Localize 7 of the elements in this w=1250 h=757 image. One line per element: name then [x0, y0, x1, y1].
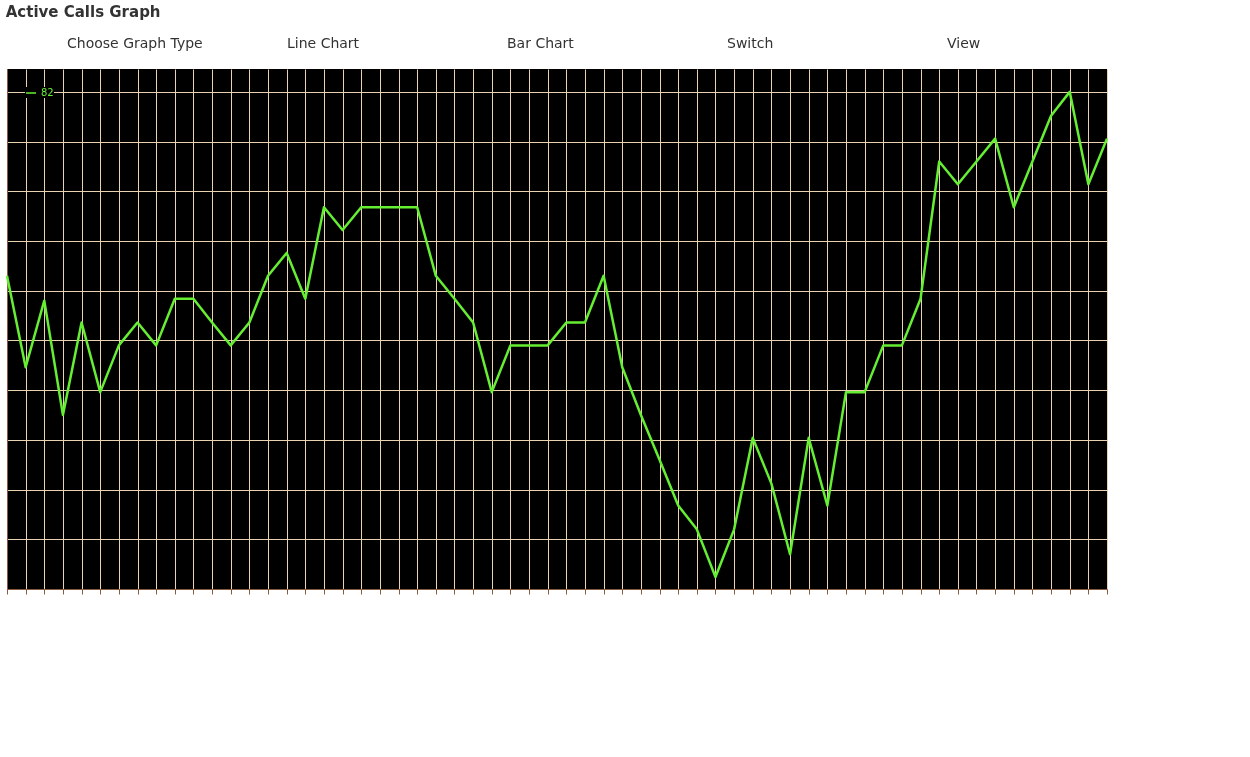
- text: Line Chart: [287, 35, 360, 51]
- text: Bar Chart: [507, 35, 575, 51]
- text: View: [947, 35, 981, 51]
- text: Choose Graph Type: [67, 35, 203, 51]
- legend-label: 82: [41, 87, 54, 98]
- chart-title: Active Calls Graph: [5, 3, 161, 21]
- text: Switch: [727, 35, 774, 51]
